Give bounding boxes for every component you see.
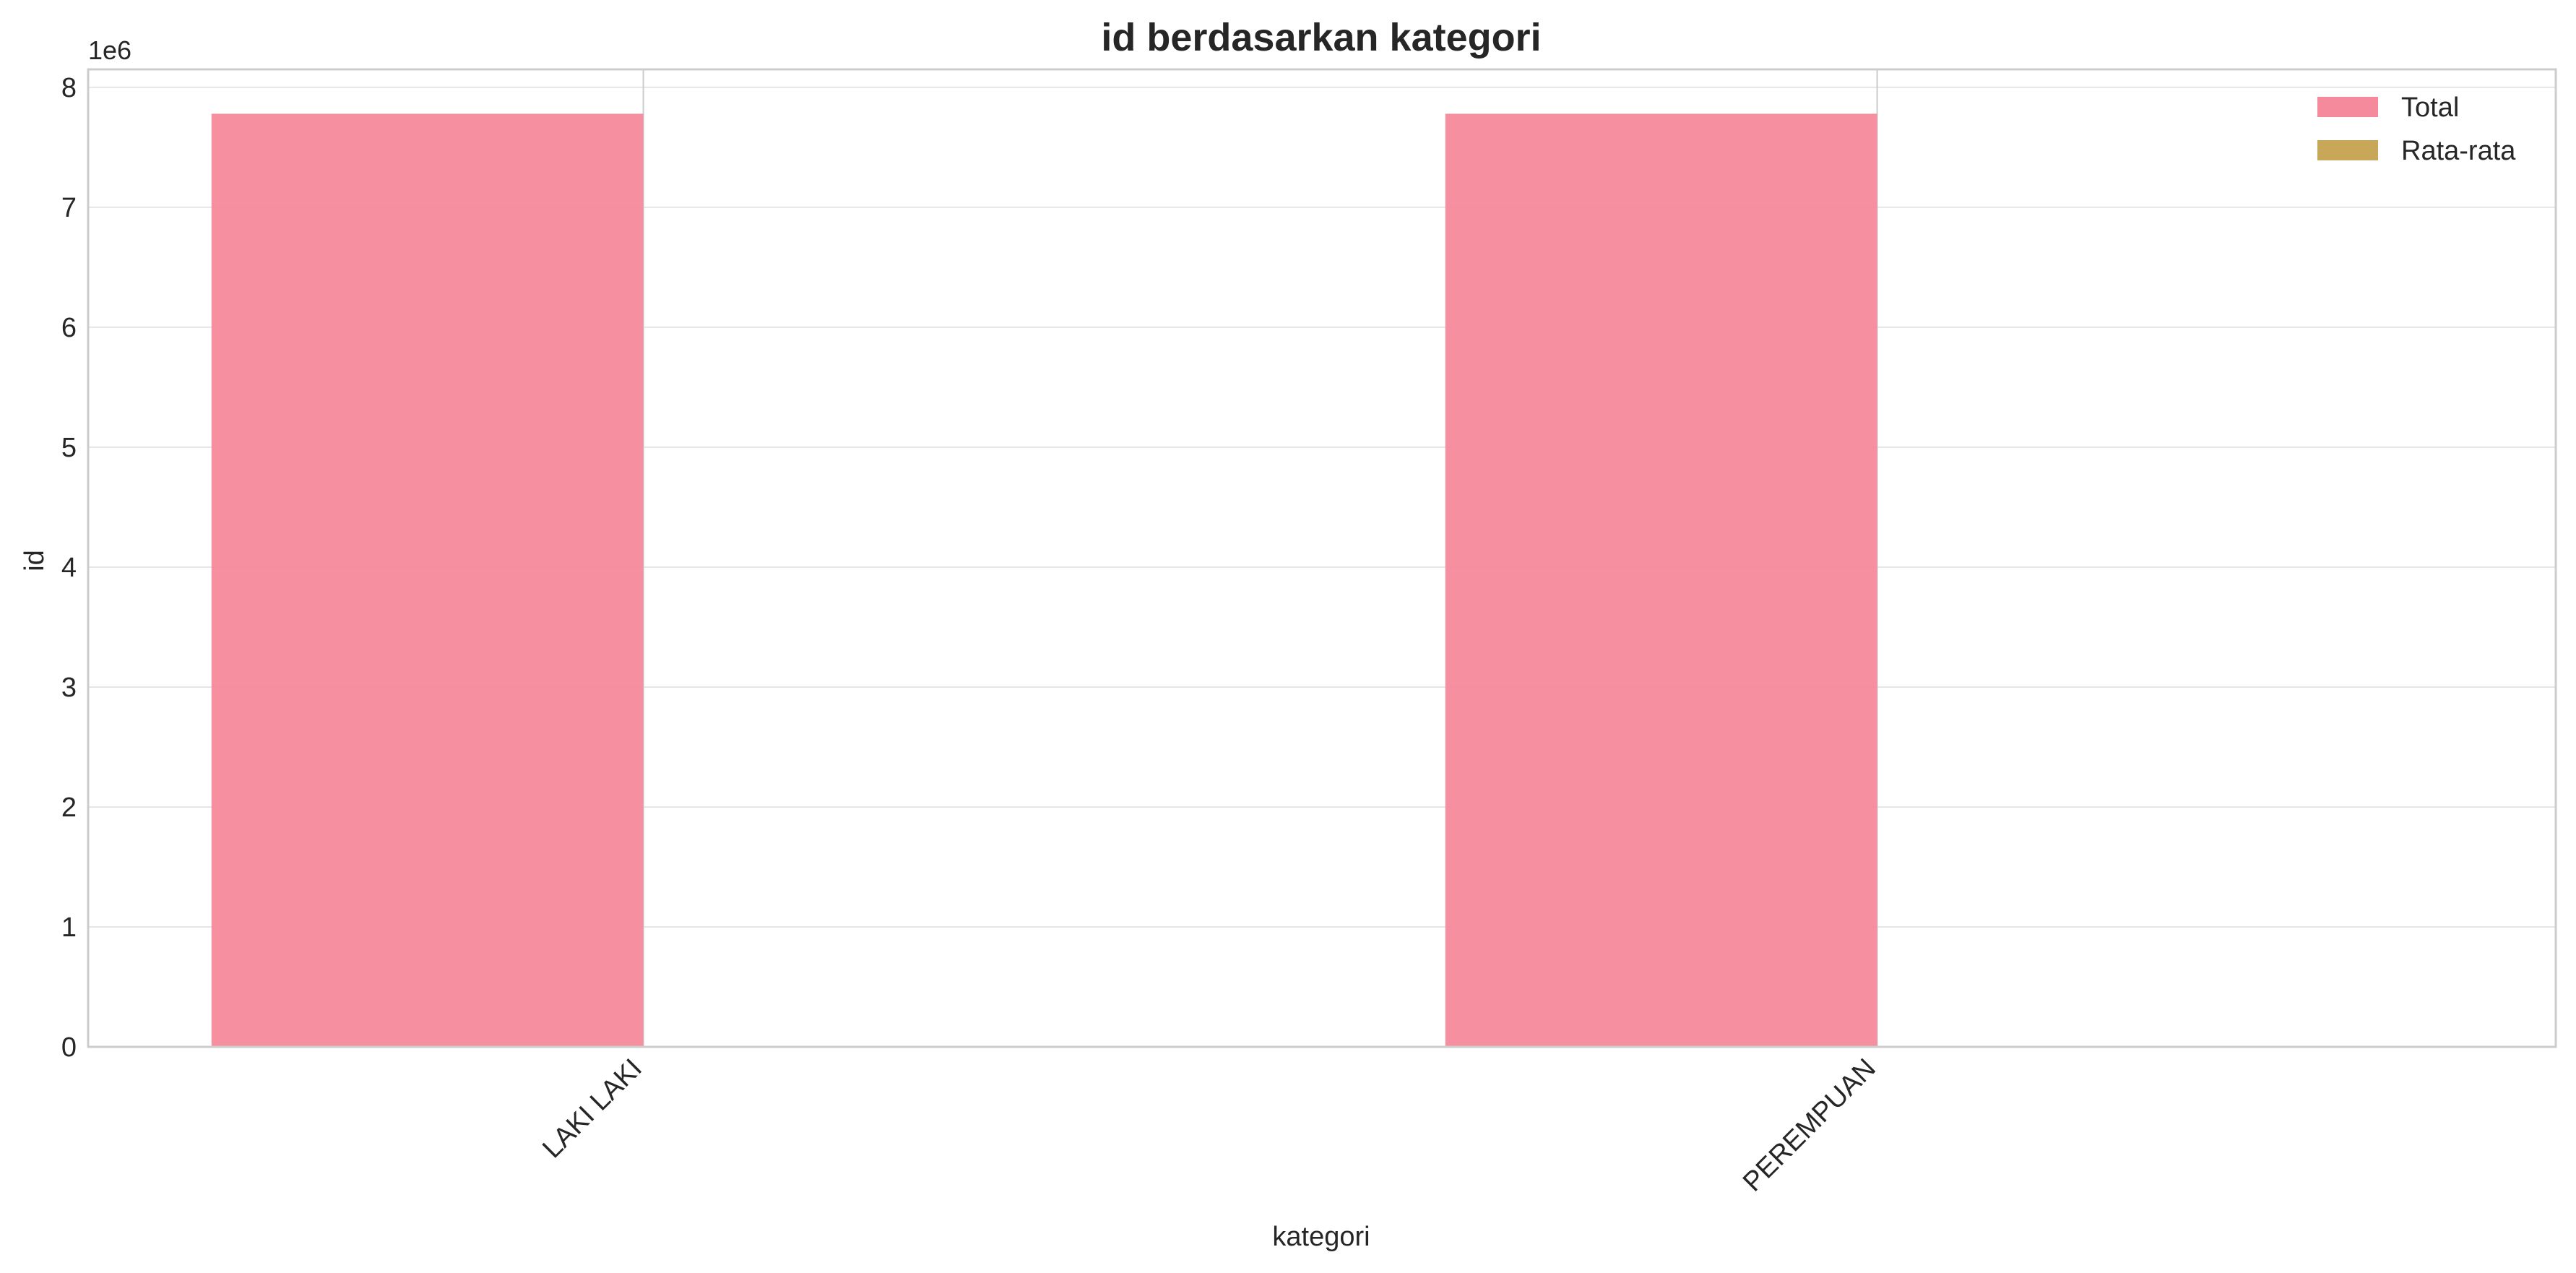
x-tick-label: LAKI LAKI	[537, 1053, 648, 1165]
y-tick-label: 4	[61, 553, 77, 583]
legend-label: Rata-rata	[2401, 136, 2516, 166]
legend-label: Total	[2401, 92, 2459, 123]
bar-total	[211, 113, 644, 1047]
bar-total	[1445, 113, 1877, 1047]
bars	[211, 113, 1877, 1047]
y-axis-ticks: 0 1 2 3 4 5 6 7 8	[61, 73, 77, 1063]
legend: Total Rata-rata	[2317, 92, 2516, 166]
y-tick-label: 7	[61, 193, 77, 223]
legend-swatch	[2317, 140, 2378, 160]
y-tick-label: 8	[61, 73, 77, 103]
plot-border	[87, 68, 2557, 1048]
axes-frame	[87, 68, 2557, 1048]
chart-title: id berdasarkan kategori	[1101, 16, 1541, 59]
y-tick-label: 6	[61, 313, 77, 343]
x-tick-label: PEREMPUAN	[1737, 1053, 1882, 1198]
x-axis-ticks: LAKI LAKI PEREMPUAN	[537, 1053, 1882, 1198]
y-tick-label: 3	[61, 673, 77, 703]
y-tick-label: 1	[61, 912, 77, 943]
x-axis-label: kategori	[1272, 1222, 1370, 1252]
legend-swatch	[2317, 97, 2378, 117]
y-tick-label: 5	[61, 433, 77, 463]
y-tick-label: 0	[61, 1032, 77, 1063]
y-axis-offset-label: 1e6	[88, 35, 131, 65]
y-tick-label: 2	[61, 793, 77, 823]
y-axis-label: id	[20, 550, 50, 571]
